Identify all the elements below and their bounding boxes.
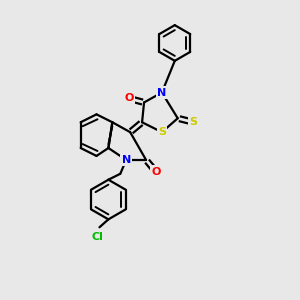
Text: N: N — [157, 88, 167, 98]
Text: Cl: Cl — [92, 232, 104, 242]
Text: O: O — [124, 94, 134, 103]
Text: O: O — [151, 167, 160, 177]
Text: S: S — [158, 127, 166, 137]
Text: S: S — [190, 117, 198, 127]
Text: N: N — [122, 155, 131, 165]
